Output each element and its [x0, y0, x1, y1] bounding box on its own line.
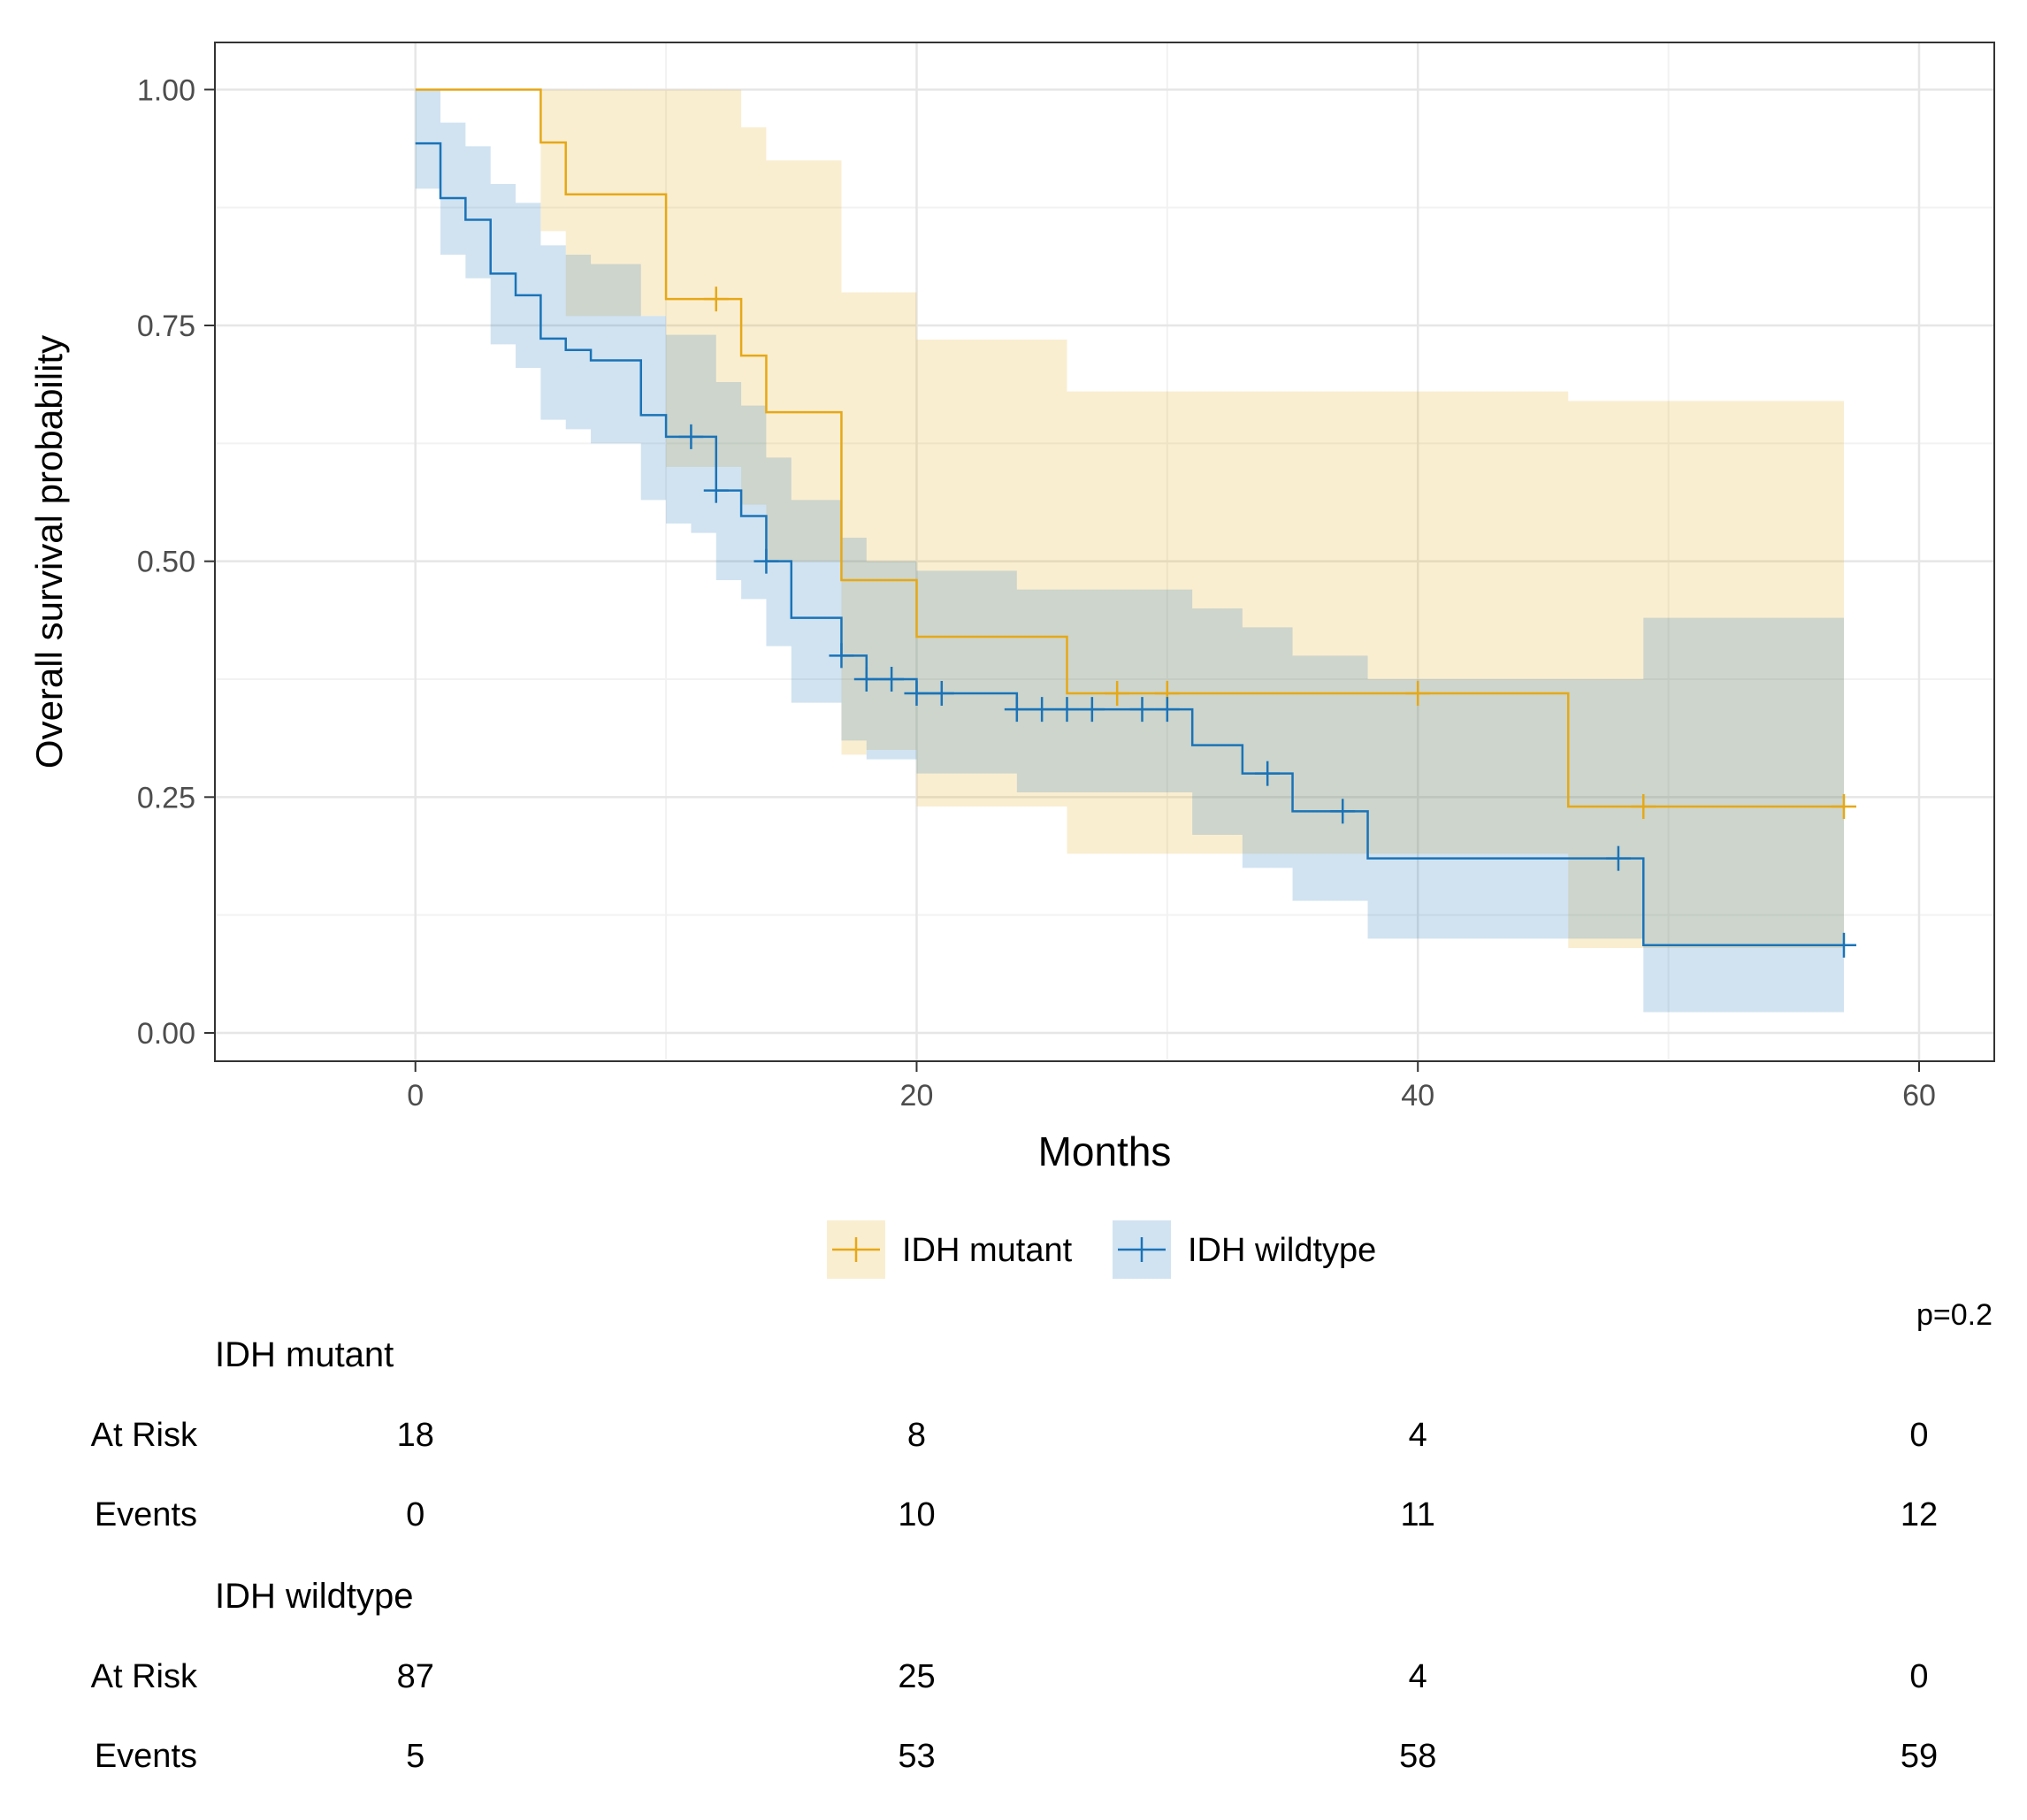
censor-mark — [853, 667, 879, 692]
risk-cell-at-risk: 8 — [907, 1417, 926, 1454]
risk-table: IDH mutant At Risk Events 18 0 8 10 4 11 0 12 IDH w… — [91, 1335, 1938, 1775]
confidence-band — [415, 89, 1844, 949]
x-axis-title: Months — [1038, 1128, 1172, 1174]
y-axis-title: Overall survival probability — [28, 335, 70, 769]
censor-mark — [1029, 697, 1055, 723]
censor-mark — [904, 681, 929, 706]
censor-mark — [1255, 761, 1281, 786]
axes: 0.00 0.25 0.50 0.75 1.00 0 20 40 60 — [137, 73, 1936, 1113]
censor-mark — [703, 287, 729, 312]
censor-mark — [829, 643, 854, 669]
y-tick-label: 0.75 — [137, 310, 195, 343]
risk-row-label-events: Events — [95, 1496, 197, 1533]
confidence-bands — [415, 89, 1844, 1013]
legend-label: IDH wildtype — [1188, 1232, 1376, 1269]
grid — [215, 42, 1994, 1061]
risk-cell-at-risk: 0 — [1909, 1658, 1928, 1695]
confidence-band — [415, 89, 1844, 1013]
censor-mark — [703, 478, 729, 503]
censor-mark — [1405, 681, 1431, 706]
censor-mark — [1330, 799, 1356, 824]
risk-row-label-events: Events — [95, 1738, 197, 1775]
censor-mark — [1631, 794, 1656, 819]
risk-group-title: IDH wildtype — [215, 1577, 414, 1616]
risk-row-label-at-risk: At Risk — [91, 1658, 198, 1695]
censor-mark — [678, 424, 704, 449]
x-tick-label: 40 — [1401, 1079, 1434, 1113]
x-tick-label: 20 — [900, 1079, 934, 1113]
censor-mark — [1105, 681, 1130, 706]
censor-mark — [1605, 845, 1631, 871]
risk-cell-events: 10 — [898, 1496, 935, 1533]
risk-cell-at-risk: 18 — [397, 1417, 434, 1454]
legend-item: IDH wildtype — [1113, 1220, 1376, 1279]
censor-mark — [1004, 697, 1029, 723]
risk-group-title: IDH mutant — [215, 1335, 394, 1374]
survival-curves — [415, 88, 1844, 947]
survival-step-line — [415, 141, 1844, 947]
censor-mark — [879, 667, 905, 692]
p-value-label: p=0.2 — [1916, 1298, 1993, 1332]
x-tick-label: 60 — [1902, 1079, 1936, 1113]
risk-cell-events: 12 — [1901, 1496, 1938, 1533]
y-tick-label: 0.00 — [137, 1017, 195, 1051]
censor-mark — [1831, 794, 1856, 819]
risk-cell-at-risk: 25 — [898, 1658, 935, 1695]
risk-cell-at-risk: 4 — [1409, 1658, 1427, 1695]
risk-cell-events: 59 — [1901, 1738, 1938, 1775]
plot-panel-border — [214, 42, 1995, 1062]
y-tick-label: 0.25 — [137, 781, 195, 814]
legend: IDH mutant IDH wildtype — [827, 1220, 1376, 1279]
y-tick-label: 1.00 — [137, 73, 195, 107]
x-tick-label: 0 — [407, 1079, 424, 1113]
legend-item: IDH mutant — [827, 1220, 1073, 1279]
risk-cell-at-risk: 0 — [1909, 1417, 1928, 1454]
risk-cell-events: 11 — [1400, 1496, 1434, 1533]
censor-mark — [1079, 697, 1105, 723]
risk-cell-events: 58 — [1399, 1738, 1436, 1775]
plot-background — [215, 42, 1994, 1061]
censor-mark — [753, 548, 779, 574]
risk-cell-events: 53 — [898, 1738, 935, 1775]
risk-row-label-at-risk: At Risk — [91, 1417, 198, 1454]
risk-cell-at-risk: 4 — [1409, 1417, 1427, 1454]
censor-mark — [1054, 697, 1080, 723]
censor-mark — [1129, 697, 1155, 723]
survival-step-line — [415, 88, 1844, 808]
y-tick-label: 0.50 — [137, 546, 195, 579]
censor-mark — [1154, 697, 1180, 723]
censor-mark — [1831, 932, 1856, 958]
risk-cell-events: 5 — [406, 1738, 425, 1775]
risk-cell-events: 0 — [406, 1496, 425, 1533]
risk-cell-at-risk: 87 — [397, 1658, 434, 1695]
legend-label: IDH mutant — [902, 1232, 1073, 1269]
censor-mark — [929, 681, 954, 706]
censor-marks — [678, 287, 1856, 958]
